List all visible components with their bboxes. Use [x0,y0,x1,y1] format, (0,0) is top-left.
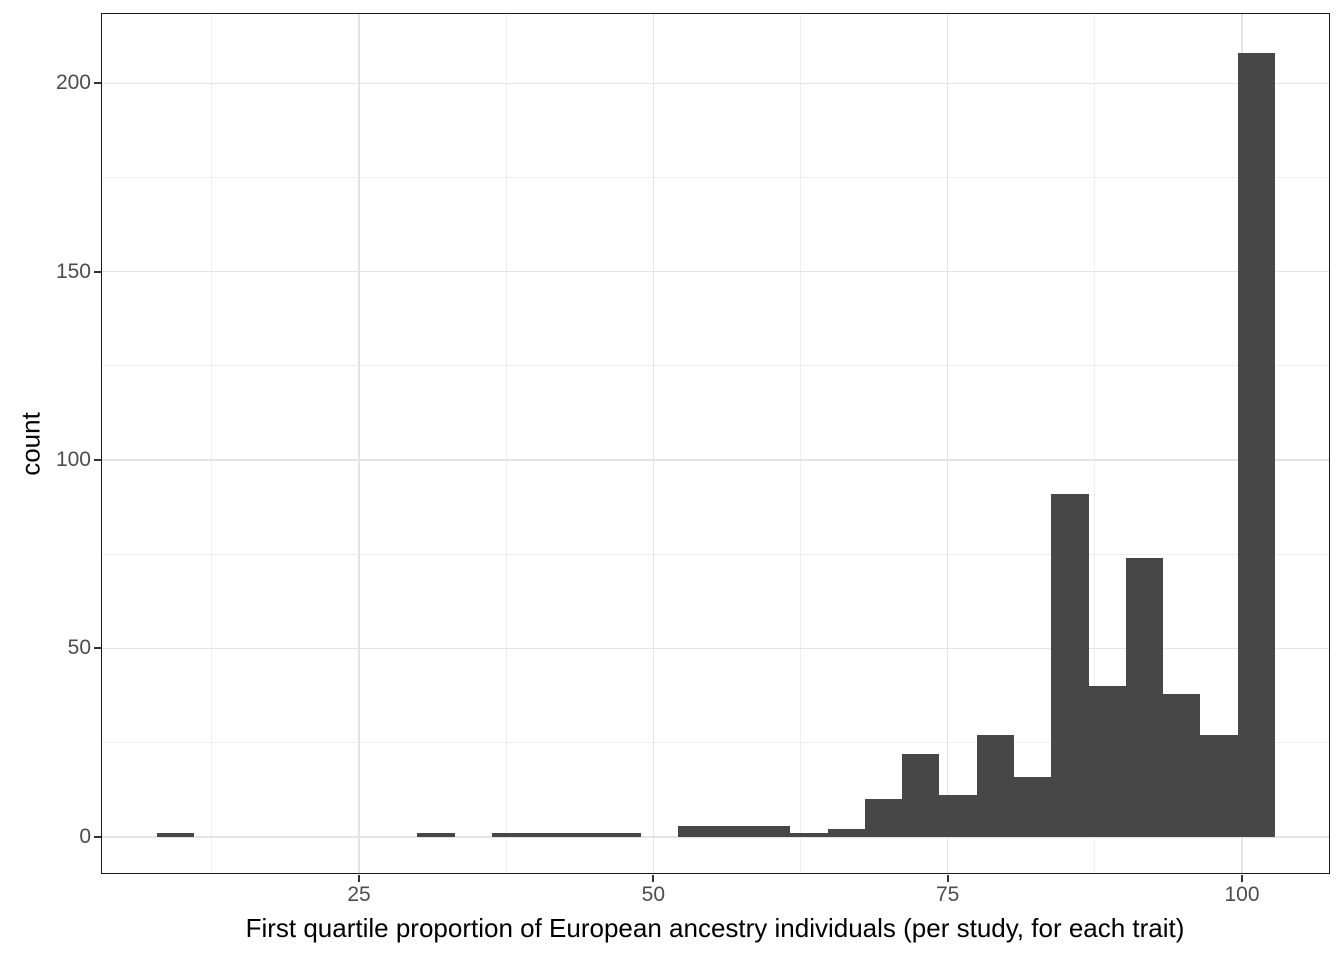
gridline-y-minor [102,365,1329,367]
histogram-bar [790,833,828,837]
y-tick-mark [94,270,101,273]
x-tick-label: 100 [1224,883,1260,906]
x-tick-mark [1240,874,1243,882]
gridline-x-major [946,14,949,873]
histogram-bar [827,829,865,837]
gridline-y-minor [102,742,1329,744]
gridline-y-major [102,82,1329,85]
histogram-bar [1088,686,1126,837]
gridline-x-major [652,14,655,873]
y-axis-title: count [15,412,46,476]
histogram-bar [1163,693,1201,837]
gridline-x-minor [800,14,801,873]
histogram-bar [529,833,567,837]
x-tick-mark [358,874,360,882]
gridline-y-major [102,270,1329,273]
histogram-bar [1013,776,1052,837]
gridline-x-minor [1094,14,1096,873]
histogram-bar [1051,493,1089,837]
histogram-bar [715,825,754,837]
x-axis-title: First quartile proportion of European an… [245,913,1185,943]
x-tick-mark [652,874,655,882]
gridline-y-minor [102,177,1329,178]
histogram-bar [864,799,903,837]
y-tick-label: 50 [67,636,91,660]
histogram-bar [678,825,716,837]
histogram-bar [156,833,194,837]
gridline-y-major [102,459,1329,461]
y-tick-label: 100 [55,448,91,472]
histogram-bar [603,833,642,837]
gridline-x-minor [211,14,213,873]
gridline-y-minor [102,553,1329,555]
gridline-x-minor [505,14,507,873]
plot-panel [102,14,1329,873]
y-tick-mark [94,647,101,650]
histogram-bar [753,825,791,837]
histogram-bar [902,753,940,837]
histogram-bar [976,735,1014,837]
histogram-bar [417,833,455,837]
x-tick-mark [946,874,949,882]
y-tick-mark [94,835,101,838]
x-tick-label: 50 [641,883,666,906]
y-tick-mark [94,459,101,462]
histogram-bar [1200,735,1238,837]
gridline-y-major [102,647,1329,650]
histogram-bar [566,833,604,837]
y-tick-label: 0 [79,824,91,848]
y-tick-label: 150 [55,259,91,283]
histogram-bar [492,833,530,837]
y-tick-label: 200 [55,71,91,95]
x-tick-label: 25 [347,883,371,906]
gridline-y-major [102,836,1329,838]
x-tick-label: 75 [935,883,960,906]
histogram-bar [1125,558,1164,837]
y-tick-mark [94,82,101,85]
histogram-bar [1237,53,1275,837]
histogram-bar [939,795,977,837]
gridline-x-major [358,14,360,873]
